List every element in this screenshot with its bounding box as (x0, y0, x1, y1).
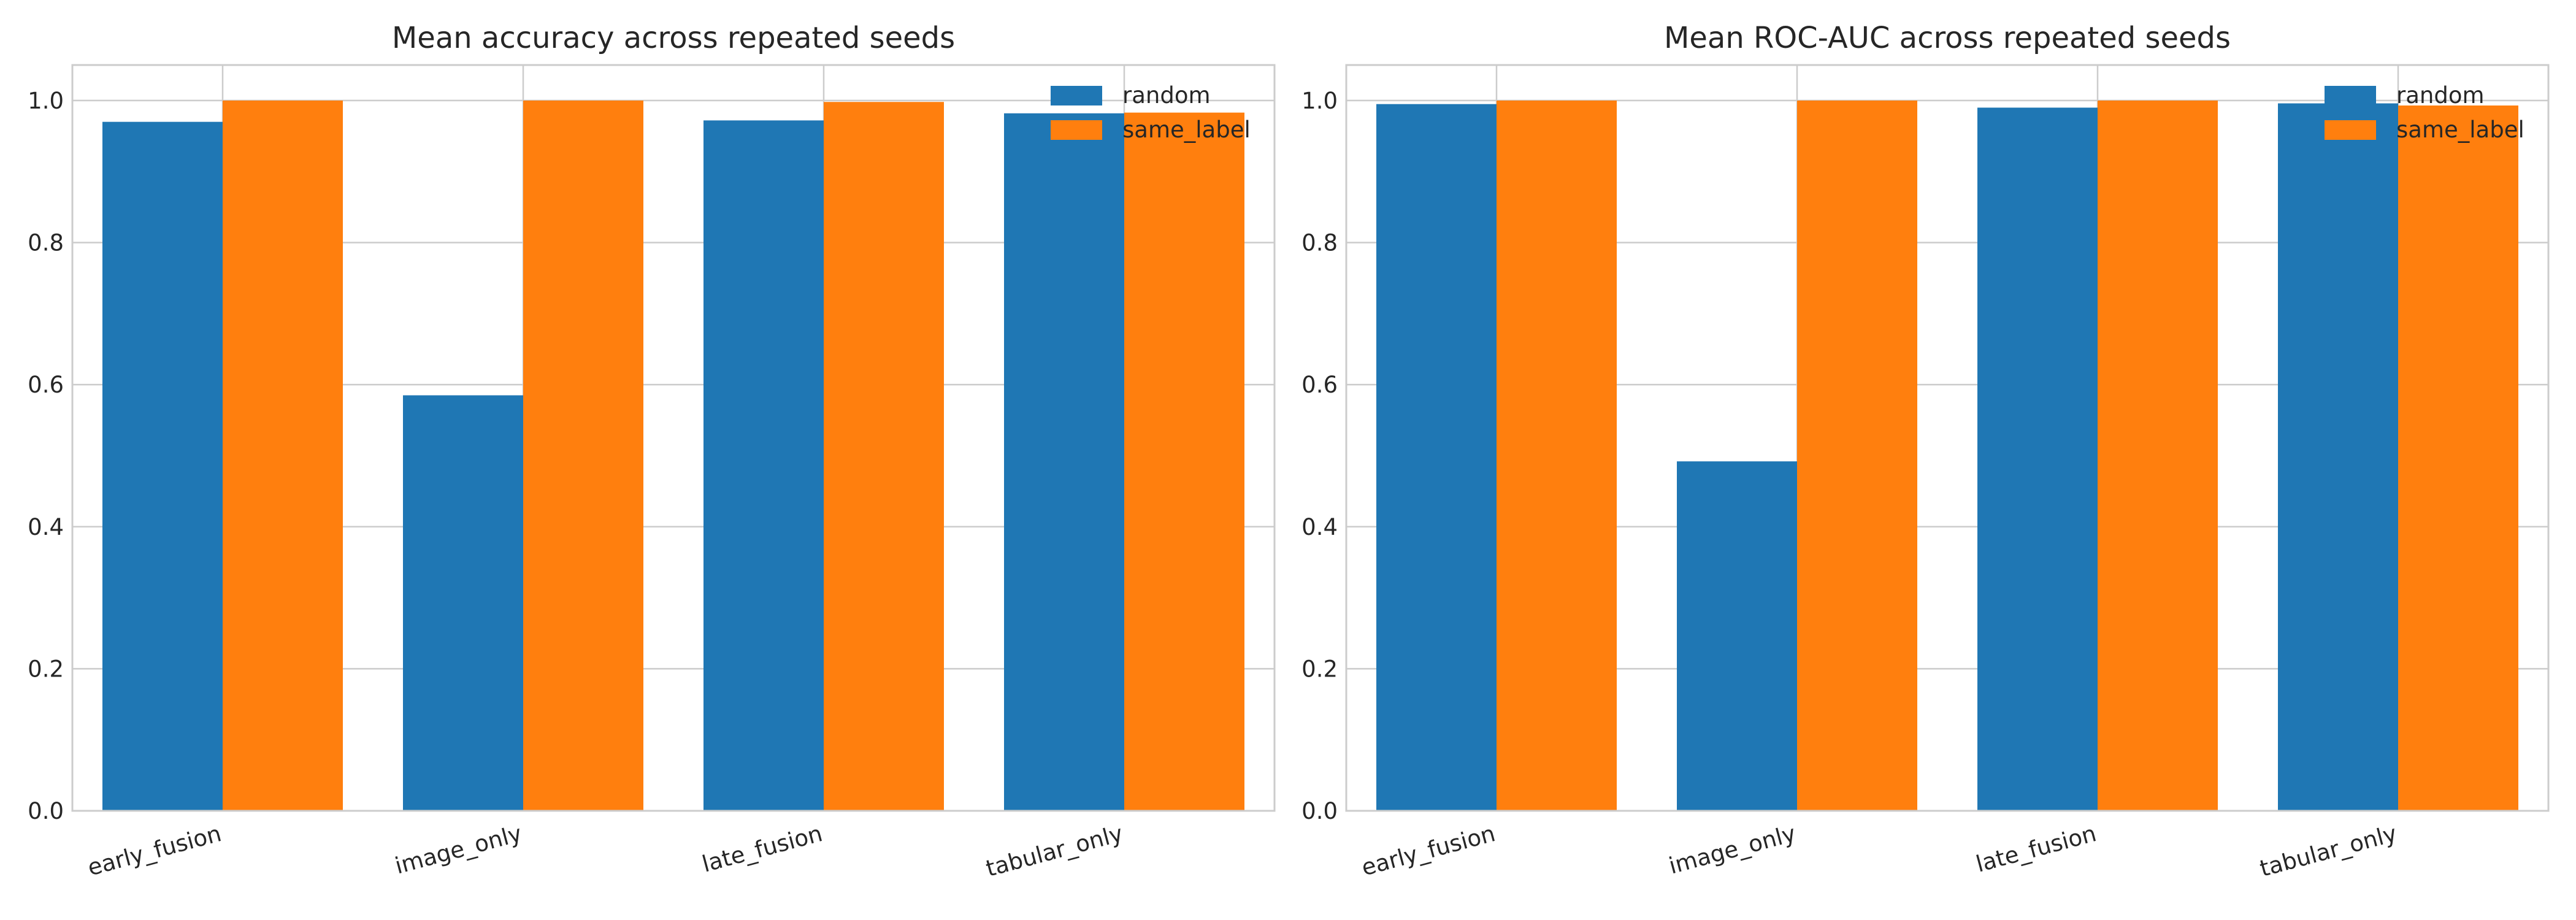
x-tick-label: late_fusion (699, 820, 825, 878)
y-tick-label: 0.6 (28, 372, 64, 398)
legend-swatch-random (2325, 86, 2376, 105)
legend: random same_label (1051, 82, 1251, 143)
y-tick-label: 1.0 (28, 88, 64, 114)
y-tick-label: 0.0 (28, 798, 64, 824)
bar-same_label-late_fusion (2098, 100, 2218, 811)
y-tick-label: 0.4 (1301, 514, 1338, 540)
legend-label-random: random (2396, 82, 2485, 109)
bar-same_label-image_only (523, 100, 643, 811)
x-tick-label: tabular_only (983, 820, 1125, 882)
bar-random-tabular_only (1004, 113, 1124, 811)
x-tick-label: image_only (392, 820, 524, 879)
axes-frame (71, 64, 1276, 812)
bar-random-tabular_only (2278, 103, 2398, 811)
y-tick-label: 0.2 (1301, 656, 1338, 682)
bar-random-late_fusion (703, 120, 824, 811)
bar-random-early_fusion (1376, 104, 1497, 811)
bar-same_label-tabular_only (1124, 112, 1244, 811)
y-tick-label: 0.6 (1301, 372, 1338, 398)
y-tick-label: 0.8 (28, 230, 64, 256)
x-tick-label: early_fusion (85, 820, 224, 881)
x-tick-label: image_only (1666, 820, 1798, 879)
bar-random-image_only (1677, 461, 1797, 811)
y-tick-label: 1.0 (1301, 88, 1338, 114)
chart-title: Mean accuracy across repeated seeds (392, 21, 955, 55)
x-tick-label: tabular_only (2257, 820, 2399, 882)
axes-frame (1345, 64, 2550, 812)
legend-swatch-same_label (2325, 120, 2376, 140)
bar-same_label-image_only (1797, 100, 1917, 811)
y-tick-label: 0.0 (1301, 798, 1338, 824)
chart-panel-1: 0.0 0.2 0.4 0.6 0.8 1.0 early_fusion image_only… (28, 21, 1276, 882)
legend: random same_label (2325, 82, 2524, 143)
x-tick-label: early_fusion (1359, 820, 1498, 881)
legend-label-same_label: same_label (2396, 117, 2524, 143)
legend-swatch-same_label (1051, 120, 1102, 140)
bar-same_label-early_fusion (223, 100, 343, 811)
y-tick-label: 0.4 (28, 514, 64, 540)
y-tick-label: 0.2 (28, 656, 64, 682)
legend-label-same_label: same_label (1122, 117, 1251, 143)
chart-panel-2: 0.0 0.2 0.4 0.6 0.8 1.0 early_fusion image_only… (1301, 21, 2550, 882)
chart-title: Mean ROC-AUC across repeated seeds (1664, 21, 2231, 55)
y-tick-label: 0.8 (1301, 230, 1338, 256)
legend-swatch-random (1051, 86, 1102, 105)
bar-same_label-early_fusion (1497, 100, 1617, 811)
bar-random-early_fusion (102, 121, 223, 811)
bar-same_label-late_fusion (824, 102, 944, 811)
x-tick-label: late_fusion (1973, 820, 2099, 878)
bar-same_label-tabular_only (2398, 105, 2518, 811)
bar-random-late_fusion (1977, 107, 2098, 811)
legend-label-random: random (1122, 82, 1211, 109)
bar-random-image_only (403, 395, 523, 811)
